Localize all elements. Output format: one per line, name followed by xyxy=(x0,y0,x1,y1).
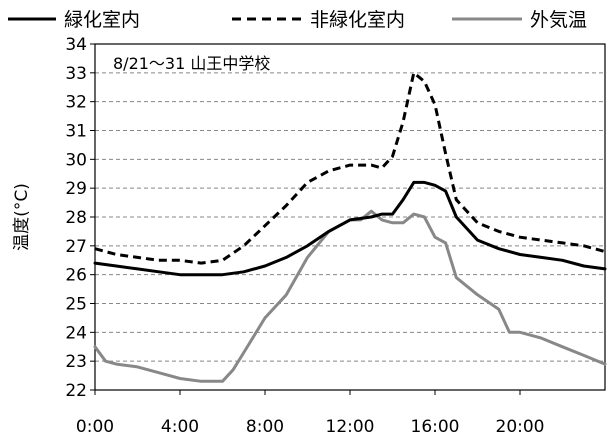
y-tick-label: 34 xyxy=(65,35,87,55)
x-tick-label: 4:00 xyxy=(161,417,199,437)
y-tick-label: 26 xyxy=(65,266,87,286)
y-tick-label: 28 xyxy=(65,208,87,228)
y-tick-label: 25 xyxy=(65,295,87,315)
y-tick-label: 27 xyxy=(65,237,87,257)
x-tick-label: 12:00 xyxy=(326,417,375,437)
y-tick-label: 22 xyxy=(65,381,87,401)
x-tick-label: 20:00 xyxy=(496,417,545,437)
legend-label-0: 緑化室内 xyxy=(64,9,140,31)
y-tick-label: 30 xyxy=(65,150,87,170)
x-tick-label: 16:00 xyxy=(411,417,460,437)
x-tick-label: 8:00 xyxy=(246,417,284,437)
y-axis-label: 温度(°C) xyxy=(12,183,32,251)
chart-annotation: 8/21～31 山王中学校 xyxy=(113,54,270,73)
x-tick-label: 0:00 xyxy=(76,417,114,437)
y-tick-label: 33 xyxy=(65,64,87,84)
y-tick-label: 29 xyxy=(65,179,87,199)
y-tick-label: 32 xyxy=(65,93,87,113)
series-layer xyxy=(93,71,607,383)
legend: 緑化室内 非緑化室内 外気温 xyxy=(8,9,587,31)
legend-label-1: 非緑化室内 xyxy=(310,9,405,31)
y-axis-ticks: 22 23 24 25 26 27 28 29 30 31 32 33 34 xyxy=(65,35,95,401)
series-line-2 xyxy=(93,209,607,383)
grid-lines xyxy=(95,72,605,362)
y-tick-label: 31 xyxy=(65,122,87,142)
y-tick-label: 23 xyxy=(65,352,87,372)
legend-label-2: 外気温 xyxy=(530,9,587,31)
x-axis-ticks: 0:00 4:00 8:00 12:00 16:00 20:00 xyxy=(76,390,545,437)
y-tick-label: 24 xyxy=(65,323,87,343)
series-line-0 xyxy=(93,180,607,277)
